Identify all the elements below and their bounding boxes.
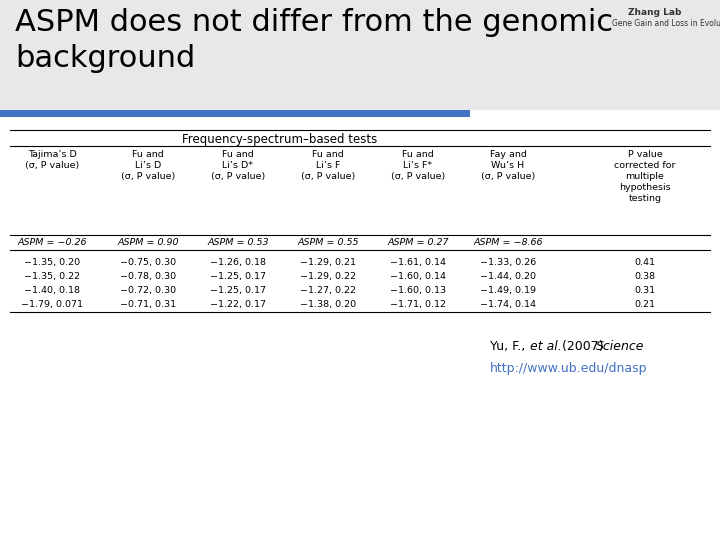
- Text: 0.41: 0.41: [634, 258, 655, 267]
- Text: Tajima’s D
(σ, P value): Tajima’s D (σ, P value): [25, 150, 79, 170]
- Text: Fu and
Li’s D*
(σ, P value): Fu and Li’s D* (σ, P value): [211, 150, 265, 181]
- Text: −1.27, 0.22: −1.27, 0.22: [300, 286, 356, 295]
- Text: −1.35, 0.22: −1.35, 0.22: [24, 272, 80, 281]
- Text: −1.60, 0.14: −1.60, 0.14: [390, 272, 446, 281]
- Text: Fu and
Li’s D
(σ, P value): Fu and Li’s D (σ, P value): [121, 150, 175, 181]
- Text: −1.71, 0.12: −1.71, 0.12: [390, 300, 446, 309]
- FancyBboxPatch shape: [0, 0, 720, 110]
- Text: −1.60, 0.13: −1.60, 0.13: [390, 286, 446, 295]
- Text: −0.71, 0.31: −0.71, 0.31: [120, 300, 176, 309]
- Text: Fu and
Li’s F*
(σ, P value): Fu and Li’s F* (σ, P value): [391, 150, 445, 181]
- Text: −0.78, 0.30: −0.78, 0.30: [120, 272, 176, 281]
- Text: Fay and
Wu’s H
(σ, P value): Fay and Wu’s H (σ, P value): [481, 150, 535, 181]
- Text: ASPM = 0.55: ASPM = 0.55: [297, 238, 359, 247]
- Text: −1.44, 0.20: −1.44, 0.20: [480, 272, 536, 281]
- Text: −1.38, 0.20: −1.38, 0.20: [300, 300, 356, 309]
- Text: −1.35, 0.20: −1.35, 0.20: [24, 258, 80, 267]
- Text: ASPM does not differ from the genomic
background: ASPM does not differ from the genomic ba…: [15, 8, 613, 73]
- Text: −1.33, 0.26: −1.33, 0.26: [480, 258, 536, 267]
- Text: −1.25, 0.17: −1.25, 0.17: [210, 272, 266, 281]
- Text: et al.: et al.: [530, 340, 562, 353]
- Text: −0.72, 0.30: −0.72, 0.30: [120, 286, 176, 295]
- Text: −1.29, 0.22: −1.29, 0.22: [300, 272, 356, 281]
- Text: −1.26, 0.18: −1.26, 0.18: [210, 258, 266, 267]
- Text: (2007): (2007): [558, 340, 608, 353]
- Text: −1.61, 0.14: −1.61, 0.14: [390, 258, 446, 267]
- Text: Yu, F.,: Yu, F.,: [490, 340, 529, 353]
- Text: −1.79, 0.071: −1.79, 0.071: [21, 300, 83, 309]
- Text: Science: Science: [596, 340, 644, 353]
- Text: 0.31: 0.31: [634, 286, 656, 295]
- Text: P value
corrected for
multiple
hypothesis
testing: P value corrected for multiple hypothesi…: [614, 150, 676, 204]
- Text: −0.75, 0.30: −0.75, 0.30: [120, 258, 176, 267]
- Text: −1.74, 0.14: −1.74, 0.14: [480, 300, 536, 309]
- Text: ASPM = −0.26: ASPM = −0.26: [17, 238, 86, 247]
- Text: −1.22, 0.17: −1.22, 0.17: [210, 300, 266, 309]
- Text: ASPM = −8.66: ASPM = −8.66: [473, 238, 543, 247]
- Text: −1.29, 0.21: −1.29, 0.21: [300, 258, 356, 267]
- Text: −1.25, 0.17: −1.25, 0.17: [210, 286, 266, 295]
- Text: 0.21: 0.21: [634, 300, 655, 309]
- Text: Gene Gain and Loss in Evolution: Gene Gain and Loss in Evolution: [612, 19, 720, 28]
- Text: ASPM = 0.27: ASPM = 0.27: [387, 238, 449, 247]
- Text: ASPM = 0.53: ASPM = 0.53: [207, 238, 269, 247]
- Text: −1.49, 0.19: −1.49, 0.19: [480, 286, 536, 295]
- Text: Frequency-spectrum–based tests: Frequency-spectrum–based tests: [182, 133, 377, 146]
- Text: 0.38: 0.38: [634, 272, 656, 281]
- FancyBboxPatch shape: [0, 110, 470, 117]
- Text: ASPM = 0.90: ASPM = 0.90: [117, 238, 179, 247]
- Text: Zhang Lab: Zhang Lab: [628, 8, 681, 17]
- Text: http://www.ub.edu/dnasp: http://www.ub.edu/dnasp: [490, 362, 647, 375]
- Text: Fu and
Li’s F
(σ, P value): Fu and Li’s F (σ, P value): [301, 150, 355, 181]
- Text: −1.40, 0.18: −1.40, 0.18: [24, 286, 80, 295]
